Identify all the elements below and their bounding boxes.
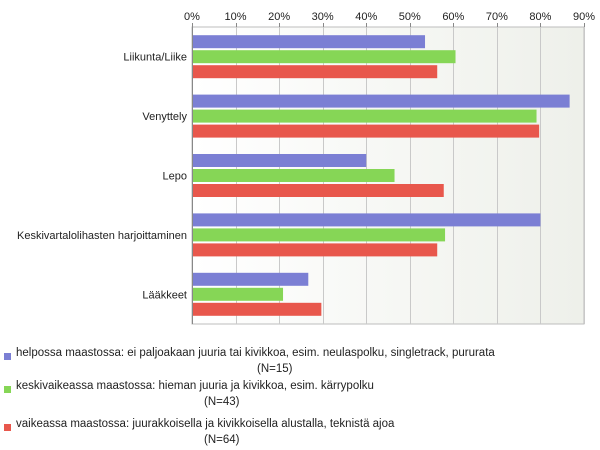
category-label: Venyttely	[142, 111, 187, 123]
category-label: Keskivartalolihasten harjoittaminen	[17, 230, 187, 242]
legend-swatch	[4, 424, 11, 431]
bar	[193, 124, 540, 138]
category-label: Lepo	[163, 171, 187, 183]
bar	[193, 287, 284, 301]
bar	[193, 213, 541, 227]
tick-label: 80%	[529, 11, 551, 23]
tick-label: 10%	[225, 11, 247, 23]
bar	[193, 109, 537, 123]
tick-label: 0%	[184, 11, 200, 23]
bar	[193, 169, 395, 182]
legend-label: helpossa maastossa: ei paljoakaan juuria…	[16, 347, 495, 359]
bar	[193, 228, 446, 242]
tick-label: 60%	[442, 11, 464, 23]
tick-label: 70%	[486, 11, 508, 23]
tick-label: 90%	[573, 11, 595, 23]
legend-n-label: (N=43)	[204, 396, 240, 408]
bar	[193, 184, 444, 197]
tick-label: 20%	[268, 11, 290, 23]
category-label: Lääkkeet	[142, 289, 187, 301]
bar	[193, 154, 367, 167]
tick-label: 30%	[312, 11, 334, 23]
tick-label: 40%	[355, 11, 377, 23]
legend-n-label: (N=64)	[204, 434, 240, 446]
bar	[193, 50, 456, 64]
bar-chart: 0% 10% 20% 30% 40% 50% 60% 70% 80% 90% Liikunta/Li…	[17, 11, 595, 325]
bar	[193, 272, 309, 286]
legend-label: vaikeassa maastossa: juurakkoisella ja k…	[16, 418, 395, 430]
bar	[193, 243, 438, 257]
bar	[193, 35, 426, 49]
legend-n-label: (N=15)	[257, 363, 293, 375]
legend-label: keskivaikeassa maastossa: hieman juuria …	[16, 380, 374, 392]
bar	[193, 65, 438, 79]
category-label: Liikunta/Liike	[123, 52, 187, 64]
bar	[193, 302, 322, 316]
legend-swatch	[4, 353, 11, 360]
bar	[193, 94, 570, 108]
legend-swatch	[4, 386, 11, 393]
tick-label: 50%	[399, 11, 421, 23]
